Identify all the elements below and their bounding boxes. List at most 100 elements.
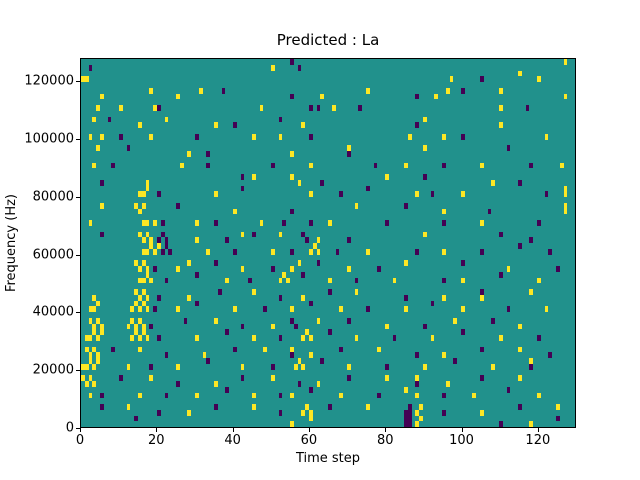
heatmap-cell-high [354,202,359,209]
heatmap-cell-high [84,335,89,341]
heatmap-cell-high [149,243,154,249]
heatmap-cell-high [130,317,135,324]
heatmap-cell-low [164,392,169,399]
heatmap-cell-high [240,363,245,370]
y-tick-mark [76,138,80,140]
heatmap-cell-high [145,179,150,186]
heatmap-cell-high [544,133,549,140]
heatmap-cell-high [331,105,336,111]
heatmap-cell-low [320,358,325,364]
heatmap-cell-low [233,122,237,128]
heatmap-cell-low [423,174,427,180]
heatmap-cell-high [559,162,564,169]
heatmap-cell-low [407,421,412,427]
heatmap-cell-high [430,335,435,341]
heatmap-cell-high [96,300,100,307]
heatmap-cell-high [415,191,420,197]
heatmap-cell-high [81,76,85,82]
heatmap-cell-high [214,381,218,387]
heatmap-cell-high [461,277,465,284]
heatmap-cell-high [309,191,313,197]
x-tick-mark [80,428,81,432]
heatmap-cell-low [518,243,522,249]
heatmap-cell-low [499,271,503,278]
heatmap-cell-high [138,317,142,324]
heatmap-cell-low [214,404,218,410]
heatmap-cell-low [525,105,530,111]
heatmap-cell-low [168,248,173,255]
heatmap-cell-low [157,294,161,301]
heatmap-cell-high [138,346,142,353]
heatmap-cell-high [461,306,465,312]
x-tick-label: 0 [75,433,85,448]
heatmap-cell-high [301,294,306,301]
heatmap-cell-low [240,174,245,180]
heatmap-cell-high [537,277,541,284]
heatmap-cell-low [385,363,389,370]
heatmap-cell-low [278,409,283,416]
heatmap-cell-low [403,409,408,416]
heatmap-cell-low [195,300,199,307]
x-tick-label: 60 [300,433,318,448]
heatmap-cell-high [88,335,93,341]
heatmap-cell-high [290,266,294,272]
heatmap-cell-high [84,381,89,387]
heatmap-cell-high [145,266,150,272]
heatmap-cell-high [100,93,104,100]
heatmap-cell-high [206,248,211,255]
heatmap-cell-high [138,122,142,128]
heatmap-cell-high [290,421,294,427]
heatmap-cell-high [309,335,313,341]
heatmap-cell-low [225,329,230,335]
y-tick-mark [76,196,80,198]
heatmap-cell-low [442,220,446,226]
heatmap-cell-high [92,294,97,301]
heatmap-cell-high [442,352,446,358]
heatmap-cell-low [347,151,351,157]
heatmap-cell-high [415,375,420,381]
heatmap-cell-low [278,392,283,399]
heatmap-cell-low [316,105,321,111]
heatmap-cell-low [403,415,408,422]
heatmap-cell-high [442,294,446,301]
heatmap-cell-high [563,185,568,192]
heatmap-cell-high [366,87,370,94]
heatmap-cell-low [176,381,180,387]
heatmap-cell-high [297,179,302,186]
heatmap-cell-high [316,248,321,255]
heatmap-cell-low [548,352,553,358]
chart-title: Predicted : La [276,31,380,49]
heatmap-cell-low [415,122,420,128]
heatmap-cell-high [96,352,100,358]
heatmap-cell-high [347,363,351,370]
heatmap-cell-high [252,335,256,341]
heatmap-cell-high [240,231,245,238]
heatmap-cell-high [187,294,192,301]
heatmap-cell-high [134,260,138,266]
heatmap-cell-high [563,208,568,215]
heatmap-cell-high [377,346,382,353]
heatmap-cell-low [126,145,131,151]
heatmap-cell-low [537,335,541,341]
heatmap-cell-low [423,323,427,330]
heatmap-cell-high [328,220,332,226]
x-tick-mark [385,428,387,432]
heatmap-cell-low [499,231,503,238]
heatmap-cell-high [563,59,568,65]
heatmap-cell-low [392,335,397,341]
heatmap-cell-low [347,237,351,243]
heatmap-cell-high [290,392,294,399]
heatmap-cell-low [263,306,268,312]
heatmap-cell-low [461,133,465,140]
heatmap-cell-high [252,404,256,410]
y-tick-mark [76,428,80,429]
heatmap-cell-high [141,329,146,335]
heatmap-cell-high [145,335,150,341]
heatmap-cell-low [309,133,313,140]
heatmap-cell-low [518,179,522,186]
heatmap-cell-high [286,277,290,284]
heatmap-cell-high [88,352,93,358]
heatmap-cell-high [240,266,245,272]
heatmap-cell-low [529,363,534,370]
heatmap-cell-high [138,335,142,341]
